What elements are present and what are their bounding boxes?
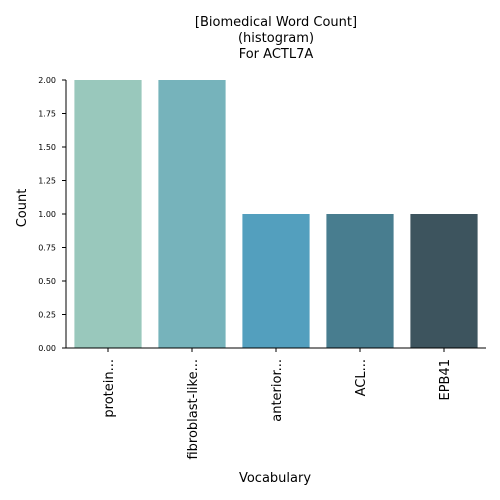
x-tick-label: anterior...: [270, 359, 285, 422]
chart-title: [Biomedical Word Count] (histogram) For …: [195, 15, 357, 62]
y-tick-label: 2.00: [38, 76, 56, 85]
y-tick-label: 0.25: [38, 311, 56, 320]
y-tick-label: 1.25: [38, 177, 56, 186]
bars: [74, 80, 478, 348]
title-line-1: [Biomedical Word Count]: [195, 15, 357, 30]
y-tick-label: 1.75: [38, 110, 56, 119]
title-line-3: For ACTL7A: [239, 47, 314, 62]
x-axis-label: Vocabulary: [239, 471, 311, 486]
y-tick-label: 0.75: [38, 244, 56, 253]
bar-1: [74, 80, 142, 348]
x-tick-label: fibroblast-like...: [186, 359, 201, 460]
y-axis: 0.00 0.25 0.50 0.75 1.00 1.25 1.50 1.75 2.00: [38, 76, 67, 353]
bar-2: [158, 80, 226, 348]
title-line-2: (histogram): [238, 31, 314, 46]
bar-3: [242, 214, 310, 348]
x-tick-label: ACL...: [354, 359, 369, 396]
x-axis: protein... fibroblast-like... anterior... A…: [66, 347, 486, 460]
bar-4: [326, 214, 394, 348]
bar-5: [410, 214, 478, 348]
y-tick-label: 1.50: [38, 143, 56, 152]
y-tick-label: 1.00: [38, 210, 56, 219]
x-tick-label: EPB41: [438, 359, 453, 401]
y-tick-label: 0.50: [38, 277, 56, 286]
y-axis-label: Count: [15, 189, 30, 228]
x-tick-label: protein...: [102, 359, 117, 418]
y-tick-label: 0.00: [38, 344, 56, 353]
